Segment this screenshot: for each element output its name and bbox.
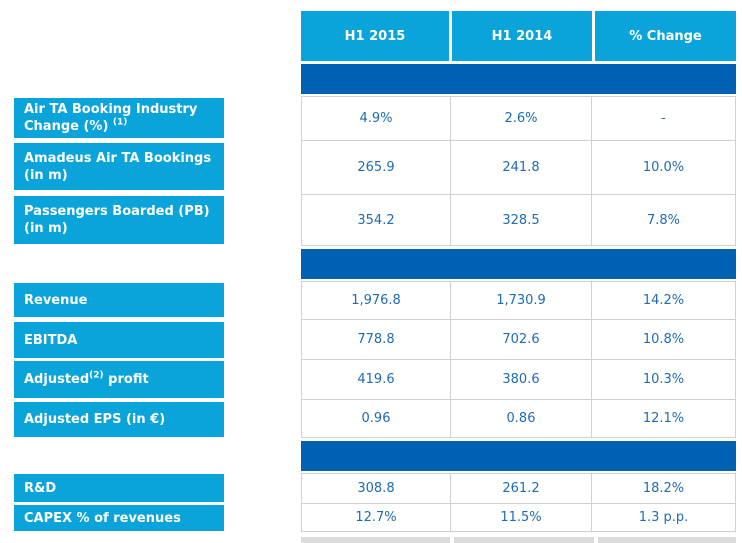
data-cell: 380.6 — [450, 360, 591, 399]
table-row: 12.7% 11.5% 1.3 p.p. — [302, 503, 735, 531]
row-label-adjusted-eps: Adjusted EPS (in €) — [14, 402, 224, 437]
data-cell: 7.8% — [591, 195, 735, 245]
table-row: 4.9% 2.6% - — [302, 97, 735, 140]
data-cell: 1,976.8 — [351, 293, 401, 308]
section-band-financials — [301, 249, 736, 279]
data-cell: 2.6% — [450, 97, 591, 140]
table-row: 0.96 0.86 12.1% — [302, 399, 735, 437]
data-cell: 1.3 p.p. — [591, 504, 735, 531]
data-cell: 328.5 — [450, 195, 591, 245]
data-cell: 0.96 — [361, 411, 391, 426]
row-label-rd: R&D — [14, 474, 224, 502]
data-cell: 4.9% — [359, 111, 393, 126]
column-header-pct-change: % Change — [595, 11, 736, 61]
row-label-capex-pct-of-revenues: CAPEX % of revenues — [14, 505, 224, 531]
section-band-investment — [301, 441, 736, 471]
data-cell: 11.5% — [450, 504, 591, 531]
data-cell: 12.7% — [355, 510, 397, 525]
row-label-amadeus-air-ta-bookings: Amadeus Air TA Bookings (in m) — [14, 143, 224, 190]
data-group-investment: 308.8 261.2 18.2% 12.7% 11.5% 1.3 p.p. — [301, 473, 736, 532]
row-label-ebitda: EBITDA — [14, 322, 224, 358]
row-label-air-ta-industry-change: Air TA Booking Industry Change (%) (1) — [14, 98, 224, 138]
data-cell: 12.1% — [591, 400, 735, 437]
data-cell: 419.6 — [357, 372, 395, 387]
row-label-text: CAPEX % of revenues — [24, 510, 181, 526]
table-row: 1,976.8 1,730.9 14.2% — [302, 282, 735, 319]
row-label-text: Amadeus Air TA Bookings (in m) — [24, 150, 212, 183]
cutoff-row-strip — [454, 537, 594, 543]
data-group-financials: 1,976.8 1,730.9 14.2% 778.8 702.6 10.8% … — [301, 281, 736, 438]
data-cell: 308.8 — [357, 481, 395, 496]
row-label-text: Air TA Booking Industry Change (%) (1) — [24, 102, 198, 134]
cutoff-row-strip — [598, 537, 736, 543]
row-label-text: EBITDA — [24, 332, 78, 348]
table-row: 308.8 261.2 18.2% — [302, 474, 735, 503]
table-row: 354.2 328.5 7.8% — [302, 194, 735, 245]
data-cell: 354.2 — [357, 212, 395, 228]
data-cell: 10.8% — [591, 320, 735, 359]
row-label-text: Revenue — [24, 292, 88, 308]
data-cell: 0.86 — [450, 400, 591, 437]
row-label-passengers-boarded: Passengers Boarded (PB) (in m) — [14, 196, 224, 244]
row-label-text: Adjusted(2) profit — [24, 370, 149, 387]
table-row: 778.8 702.6 10.8% — [302, 319, 735, 359]
table-row: 265.9 241.8 10.0% — [302, 140, 735, 194]
data-group-operating: 4.9% 2.6% - 265.9 241.8 10.0% 354.2 328.… — [301, 96, 736, 246]
row-label-text: Passengers Boarded (PB) (in m) — [24, 204, 210, 236]
row-label-text: R&D — [24, 480, 57, 496]
column-header-h1-2015: H1 2015 — [301, 11, 449, 61]
data-cell: 14.2% — [591, 282, 735, 319]
data-cell: 241.8 — [450, 141, 591, 194]
row-label-text: Adjusted EPS (in €) — [24, 412, 166, 427]
data-cell: 702.6 — [450, 320, 591, 359]
table-header-row: H1 2015 H1 2014 % Change — [301, 11, 736, 61]
data-cell: 778.8 — [357, 332, 395, 347]
data-cell: 261.2 — [450, 474, 591, 503]
data-cell: - — [591, 97, 735, 140]
section-band-operating — [301, 64, 736, 94]
data-cell: 1,730.9 — [450, 282, 591, 319]
data-cell: 265.9 — [357, 160, 395, 175]
cutoff-row-strip — [301, 537, 450, 543]
row-label-revenue: Revenue — [14, 283, 224, 317]
row-label-adjusted-profit: Adjusted(2) profit — [14, 361, 224, 398]
data-cell: 18.2% — [591, 474, 735, 503]
data-cell: 10.3% — [591, 360, 735, 399]
data-cell: 10.0% — [591, 141, 735, 194]
table-row: 419.6 380.6 10.3% — [302, 359, 735, 399]
column-header-h1-2014: H1 2014 — [452, 11, 592, 61]
